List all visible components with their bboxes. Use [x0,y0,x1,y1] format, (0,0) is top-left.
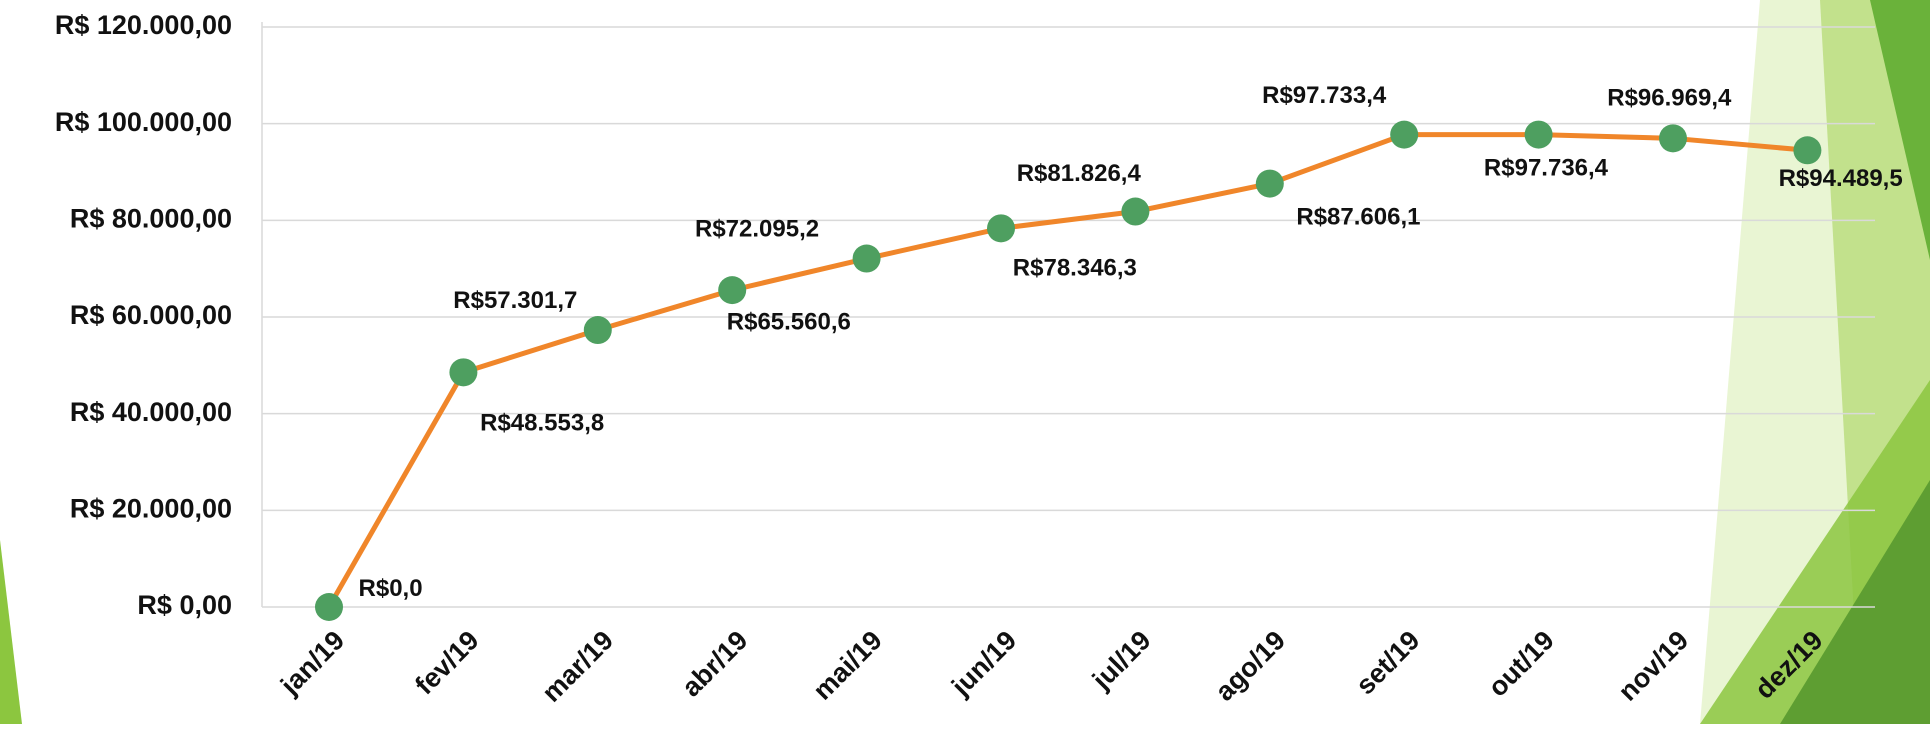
data-label: R$96.969,4 [1607,84,1732,111]
x-tick-label: jun/19 [945,625,1022,702]
data-label: R$97.736,4 [1484,154,1609,181]
x-tick-label: abr/19 [676,625,753,702]
data-label: R$57.301,7 [453,287,577,314]
x-tick-label: fev/19 [409,625,484,700]
data-label: R$0,0 [359,575,423,602]
y-tick-label: R$ 120.000,00 [55,10,232,40]
y-tick-label: R$ 100.000,00 [55,107,232,137]
x-tick-label: nov/19 [1613,625,1695,707]
x-tick-label: mai/19 [807,625,888,706]
y-tick-label: R$ 0,00 [137,590,232,620]
y-tick-label: R$ 60.000,00 [70,300,232,330]
data-label: R$48.553,8 [480,409,604,436]
point [987,214,1015,242]
data-label: R$78.346,3 [1013,254,1137,281]
data-label: R$87.606,1 [1296,203,1420,230]
point [1525,121,1553,149]
data-label: R$72.095,2 [695,216,819,243]
y-tick-label: R$ 20.000,00 [70,493,232,523]
x-tick-label: jul/19 [1086,625,1157,696]
x-tick-label: set/19 [1350,625,1425,700]
point [718,276,746,304]
x-tick-label: mar/19 [536,625,619,708]
point [1659,124,1687,152]
point [315,593,343,621]
data-label: R$97.733,4 [1262,82,1387,109]
x-tick-label: ago/19 [1209,625,1291,707]
point [1390,121,1418,149]
x-tick-label: out/19 [1482,625,1559,702]
point [449,358,477,386]
data-label: R$65.560,6 [727,309,851,336]
y-tick-label: R$ 80.000,00 [70,203,232,233]
point [853,245,881,273]
point [1793,136,1821,164]
y-tick-label: R$ 40.000,00 [70,397,232,427]
data-label: R$94.489,5 [1779,165,1903,192]
point [1121,198,1149,226]
line [329,135,1807,607]
data-label: R$81.826,4 [1017,160,1142,187]
point [1256,170,1284,198]
x-tick-label: jan/19 [274,625,350,701]
point [584,316,612,344]
chart: R$ 0,00 R$ 20.000,00 R$ 40.000,00 R$ 60.000… [0,0,1930,724]
